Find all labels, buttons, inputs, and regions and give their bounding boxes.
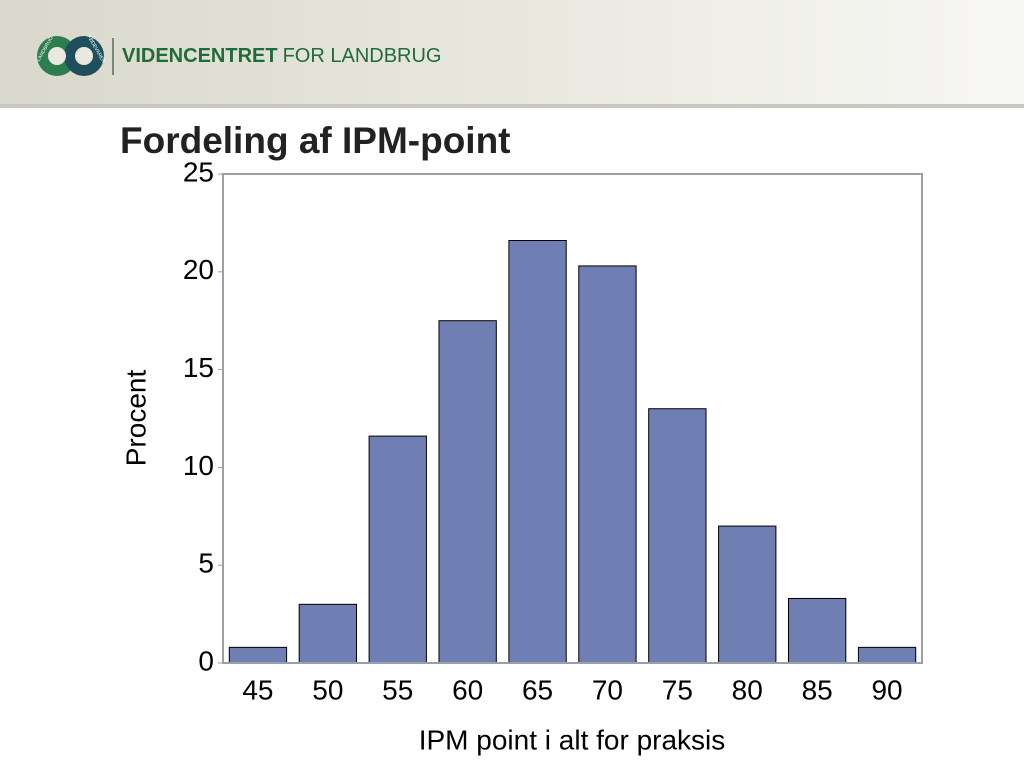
bar (578, 265, 637, 664)
y-tick-label: 25 (183, 156, 214, 187)
y-tick-label: 10 (183, 450, 214, 481)
bar (508, 240, 567, 664)
x-tick-label: 90 (871, 674, 902, 705)
bar (787, 597, 847, 664)
x-tick-label: 65 (522, 674, 553, 705)
y-axis-label: Procent (120, 370, 151, 467)
y-tick-label: 5 (198, 548, 214, 579)
bar (228, 646, 288, 664)
y-tick-label: 20 (183, 254, 214, 285)
y-tick-label: 15 (183, 352, 214, 383)
x-axis-label: IPM point i alt for praksis (419, 724, 726, 755)
bar (718, 525, 777, 664)
x-tick-label: 70 (592, 674, 623, 705)
x-tick-label: 50 (312, 674, 343, 705)
x-tick-label: 55 (382, 674, 413, 705)
bar (438, 320, 497, 664)
bar (298, 603, 358, 664)
chart-title: Fordeling af IPM-point (120, 120, 511, 161)
logo-hole (48, 47, 66, 65)
brand: VIDENCENTRET FOR LANDBRUG (122, 45, 441, 67)
x-tick-label: 80 (732, 674, 763, 705)
logo-hole (75, 47, 93, 65)
header-band (0, 0, 1024, 104)
x-tick-label: 45 (242, 674, 273, 705)
brand-name: VIDENCENTRET (122, 45, 278, 67)
x-tick-label: 75 (662, 674, 693, 705)
bar (368, 435, 427, 664)
x-tick-label: 60 (452, 674, 483, 705)
brand-suffix: FOR LANDBRUG (283, 45, 442, 67)
bar (648, 408, 707, 664)
plot-frame (222, 173, 923, 664)
bar (857, 646, 917, 664)
x-tick-label: 85 (802, 674, 833, 705)
y-tick-label: 0 (198, 645, 214, 676)
header-shadow (0, 104, 1024, 108)
